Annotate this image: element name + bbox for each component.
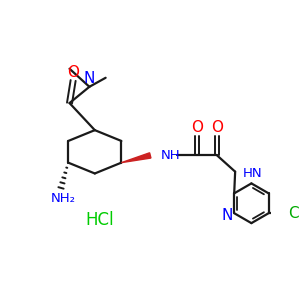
Text: O: O (67, 65, 79, 80)
Text: N: N (84, 71, 95, 86)
Text: Cl: Cl (289, 206, 300, 221)
Text: N: N (221, 208, 233, 223)
Text: HCl: HCl (85, 212, 114, 230)
Polygon shape (122, 153, 151, 163)
Text: O: O (211, 120, 223, 135)
Text: NH₂: NH₂ (50, 192, 75, 205)
Text: NH: NH (161, 149, 181, 162)
Text: O: O (191, 120, 203, 135)
Text: HN: HN (242, 167, 262, 180)
